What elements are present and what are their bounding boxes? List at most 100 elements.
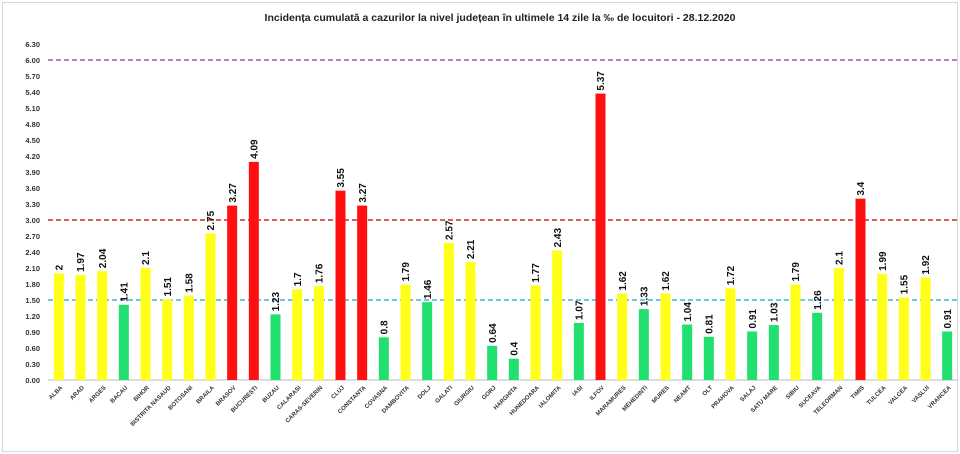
data-label: 3.27 bbox=[228, 183, 239, 203]
data-label: 1.51 bbox=[163, 277, 174, 297]
data-label: 1.07 bbox=[574, 300, 585, 320]
x-tick-label: GORJ bbox=[481, 385, 497, 401]
x-tick-label: VASLUI bbox=[911, 385, 931, 405]
x-tick-label: BRAILA bbox=[196, 385, 217, 406]
x-tick-label: OLT bbox=[702, 385, 715, 398]
data-label: 1.97 bbox=[76, 252, 87, 272]
data-label: 1.92 bbox=[921, 255, 932, 275]
bar-caras-severin bbox=[313, 286, 324, 380]
data-label: 1.79 bbox=[791, 262, 802, 282]
bar-botosani bbox=[183, 295, 194, 380]
data-label: 1.62 bbox=[661, 271, 672, 291]
bar-gorj bbox=[487, 345, 498, 380]
bar-satu-mare bbox=[768, 325, 779, 380]
data-label: 1.03 bbox=[769, 302, 780, 322]
x-tick-label: GIURGIU bbox=[454, 385, 476, 407]
bar-teleorman bbox=[833, 268, 844, 380]
data-label: 1.72 bbox=[726, 265, 737, 285]
y-tick-label: 3.30 bbox=[25, 200, 40, 209]
x-tick-label: BRASOV bbox=[215, 385, 237, 407]
y-tick-label: 3.00 bbox=[25, 216, 40, 225]
data-label: 0.4 bbox=[509, 341, 520, 355]
bar-braila bbox=[205, 233, 216, 380]
x-tick-label: PRAHOVA bbox=[711, 385, 737, 411]
y-tick-label: 1.50 bbox=[25, 296, 40, 305]
data-label: 5.37 bbox=[596, 71, 607, 91]
data-label: 2 bbox=[54, 264, 65, 270]
bar-timis bbox=[855, 198, 866, 380]
bar-iasi bbox=[573, 322, 584, 380]
y-tick-label: 3.90 bbox=[25, 168, 40, 177]
data-label: 2.1 bbox=[141, 251, 152, 265]
y-tick-label: 4.80 bbox=[25, 120, 40, 129]
data-label: 3.27 bbox=[358, 183, 369, 203]
x-tick-label: VRANCEA bbox=[927, 385, 953, 411]
y-tick-label: 0.60 bbox=[25, 344, 40, 353]
y-tick-label: 0.30 bbox=[25, 360, 40, 369]
data-label: 2.04 bbox=[98, 248, 109, 268]
data-label: 2.1 bbox=[834, 251, 845, 265]
x-tick-label: BIHOR bbox=[133, 385, 151, 403]
y-tick-label: 5.40 bbox=[25, 88, 40, 97]
y-tick-label: 6.00 bbox=[25, 56, 40, 65]
bar-bucuresti bbox=[248, 161, 259, 380]
x-tick-label: BUZAU bbox=[262, 385, 281, 404]
y-tick-label: 1.80 bbox=[25, 280, 40, 289]
data-label: 1.41 bbox=[119, 282, 130, 302]
bar-arges bbox=[97, 271, 108, 380]
y-tick-label: 3.60 bbox=[25, 184, 40, 193]
y-tick-label: 0.90 bbox=[25, 328, 40, 337]
x-tick-label: IALOMITA bbox=[538, 385, 563, 410]
data-label: 1.33 bbox=[639, 286, 650, 306]
bar-maramures bbox=[617, 293, 628, 380]
bar-brasov bbox=[227, 205, 238, 380]
data-label: 1.55 bbox=[899, 274, 910, 294]
x-tick-label: TIMIS bbox=[850, 385, 866, 401]
x-tick-label: IASI bbox=[572, 385, 585, 398]
bar-mehedinti bbox=[638, 309, 649, 380]
x-tick-label: TULCEA bbox=[866, 385, 888, 407]
bar-vaslui bbox=[920, 277, 931, 380]
y-tick-label: 4.50 bbox=[25, 136, 40, 145]
bar-harghita bbox=[508, 358, 519, 380]
bar-hunedoara bbox=[530, 285, 541, 380]
x-tick-label: CARAS-SEVERIN bbox=[285, 385, 324, 424]
data-label: 4.09 bbox=[249, 139, 260, 159]
bar-giurgiu bbox=[465, 262, 476, 380]
data-label: 1.04 bbox=[683, 302, 694, 322]
bar-suceava bbox=[812, 312, 823, 380]
data-label: 0.8 bbox=[379, 320, 390, 334]
bar-buzau bbox=[270, 314, 281, 380]
data-label: 3.4 bbox=[856, 181, 867, 195]
bar-salaj bbox=[747, 331, 758, 380]
data-label: 2.43 bbox=[553, 227, 564, 247]
x-tick-label: MURES bbox=[651, 385, 671, 405]
bar-ilfov bbox=[595, 93, 606, 380]
data-label: 0.91 bbox=[748, 309, 759, 329]
data-label: 1.62 bbox=[618, 271, 629, 291]
data-label: 0.81 bbox=[704, 314, 715, 334]
chart-title: Incidența cumulată a cazurilor la nivel … bbox=[265, 12, 736, 24]
x-tick-label: ALBA bbox=[48, 385, 64, 401]
data-label: 1.77 bbox=[531, 263, 542, 283]
bar-tulcea bbox=[877, 273, 888, 380]
bar-bistrita-nasaud bbox=[162, 299, 173, 380]
bar-bihor bbox=[140, 268, 151, 380]
y-tick-label: 5.10 bbox=[25, 104, 40, 113]
bar-bacau bbox=[118, 304, 129, 380]
data-label: 1.58 bbox=[184, 273, 195, 293]
y-tick-label: 4.20 bbox=[25, 152, 40, 161]
bar-calarasi bbox=[292, 289, 303, 380]
x-tick-label: BISTRITA NASAUD bbox=[130, 385, 173, 428]
data-label: 1.76 bbox=[314, 263, 325, 283]
data-label: 1.23 bbox=[271, 291, 282, 311]
data-label: 1.26 bbox=[813, 290, 824, 310]
bar-arad bbox=[75, 274, 86, 380]
data-label: 1.79 bbox=[401, 262, 412, 282]
data-label: 0.91 bbox=[943, 309, 954, 329]
y-tick-label: 2.10 bbox=[25, 264, 40, 273]
y-tick-label: 6.30 bbox=[25, 40, 40, 49]
x-tick-label: NEAMT bbox=[673, 385, 693, 405]
